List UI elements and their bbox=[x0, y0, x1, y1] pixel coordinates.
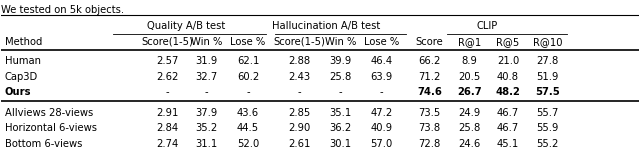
Text: Bottom 6-views: Bottom 6-views bbox=[4, 139, 82, 149]
Text: -: - bbox=[205, 87, 209, 97]
Text: We tested on 5k objects.: We tested on 5k objects. bbox=[1, 5, 125, 15]
Text: 45.1: 45.1 bbox=[497, 139, 519, 149]
Text: 32.7: 32.7 bbox=[195, 72, 218, 82]
Text: 48.2: 48.2 bbox=[495, 87, 520, 97]
Text: 26.7: 26.7 bbox=[458, 87, 482, 97]
Text: 2.90: 2.90 bbox=[289, 123, 311, 133]
Text: -: - bbox=[246, 87, 250, 97]
Text: 21.0: 21.0 bbox=[497, 56, 519, 66]
Text: Lose %: Lose % bbox=[230, 37, 266, 47]
Text: Lose %: Lose % bbox=[364, 37, 399, 47]
Text: 2.88: 2.88 bbox=[289, 56, 310, 66]
Text: Ours: Ours bbox=[4, 87, 31, 97]
Text: 51.9: 51.9 bbox=[536, 72, 559, 82]
Text: 73.5: 73.5 bbox=[419, 108, 441, 118]
Text: Allviews 28-views: Allviews 28-views bbox=[4, 108, 93, 118]
Text: 40.9: 40.9 bbox=[371, 123, 393, 133]
Text: 2.85: 2.85 bbox=[289, 108, 311, 118]
Text: 66.2: 66.2 bbox=[419, 56, 441, 66]
Text: Human: Human bbox=[4, 56, 40, 66]
Text: 46.7: 46.7 bbox=[497, 123, 519, 133]
Text: 36.2: 36.2 bbox=[329, 123, 351, 133]
Text: Cap3D: Cap3D bbox=[4, 72, 38, 82]
Text: Horizontal 6-views: Horizontal 6-views bbox=[4, 123, 97, 133]
Text: Hallucination A/B test: Hallucination A/B test bbox=[272, 21, 381, 31]
Text: 30.1: 30.1 bbox=[330, 139, 351, 149]
Text: 46.7: 46.7 bbox=[497, 108, 519, 118]
Text: 25.8: 25.8 bbox=[329, 72, 351, 82]
Text: Win %: Win % bbox=[191, 37, 222, 47]
Text: 43.6: 43.6 bbox=[237, 108, 259, 118]
Text: 55.7: 55.7 bbox=[536, 108, 559, 118]
Text: CLIP: CLIP bbox=[476, 21, 497, 31]
Text: -: - bbox=[298, 87, 301, 97]
Text: Score(1-5): Score(1-5) bbox=[141, 37, 193, 47]
Text: 2.43: 2.43 bbox=[289, 72, 310, 82]
Text: Score(1-5): Score(1-5) bbox=[274, 37, 326, 47]
Text: 46.4: 46.4 bbox=[371, 56, 393, 66]
Text: 2.57: 2.57 bbox=[156, 56, 179, 66]
Text: 73.8: 73.8 bbox=[419, 123, 441, 133]
Text: 72.8: 72.8 bbox=[419, 139, 441, 149]
Text: R@10: R@10 bbox=[532, 37, 562, 47]
Text: 31.9: 31.9 bbox=[195, 56, 218, 66]
Text: Quality A/B test: Quality A/B test bbox=[147, 21, 225, 31]
Text: 57.0: 57.0 bbox=[371, 139, 393, 149]
Text: 24.6: 24.6 bbox=[459, 139, 481, 149]
Text: 47.2: 47.2 bbox=[371, 108, 393, 118]
Text: Score: Score bbox=[416, 37, 444, 47]
Text: 27.8: 27.8 bbox=[536, 56, 559, 66]
Text: 24.9: 24.9 bbox=[459, 108, 481, 118]
Text: 8.9: 8.9 bbox=[462, 56, 477, 66]
Text: 71.2: 71.2 bbox=[419, 72, 441, 82]
Text: 2.62: 2.62 bbox=[156, 72, 179, 82]
Text: 62.1: 62.1 bbox=[237, 56, 259, 66]
Text: 31.1: 31.1 bbox=[195, 139, 218, 149]
Text: 2.61: 2.61 bbox=[289, 139, 311, 149]
Text: 57.5: 57.5 bbox=[535, 87, 560, 97]
Text: 63.9: 63.9 bbox=[371, 72, 393, 82]
Text: 44.5: 44.5 bbox=[237, 123, 259, 133]
Text: 2.84: 2.84 bbox=[156, 123, 178, 133]
Text: 40.8: 40.8 bbox=[497, 72, 519, 82]
Text: Win %: Win % bbox=[324, 37, 356, 47]
Text: R@1: R@1 bbox=[458, 37, 481, 47]
Text: -: - bbox=[165, 87, 169, 97]
Text: 25.8: 25.8 bbox=[459, 123, 481, 133]
Text: 55.2: 55.2 bbox=[536, 139, 559, 149]
Text: 37.9: 37.9 bbox=[195, 108, 218, 118]
Text: Method: Method bbox=[4, 37, 42, 47]
Text: -: - bbox=[380, 87, 383, 97]
Text: 20.5: 20.5 bbox=[459, 72, 481, 82]
Text: 35.2: 35.2 bbox=[195, 123, 218, 133]
Text: -: - bbox=[339, 87, 342, 97]
Text: 39.9: 39.9 bbox=[329, 56, 351, 66]
Text: 60.2: 60.2 bbox=[237, 72, 259, 82]
Text: 74.6: 74.6 bbox=[417, 87, 442, 97]
Text: 2.74: 2.74 bbox=[156, 139, 178, 149]
Text: 2.91: 2.91 bbox=[156, 108, 179, 118]
Text: 35.1: 35.1 bbox=[329, 108, 351, 118]
Text: 55.9: 55.9 bbox=[536, 123, 559, 133]
Text: 52.0: 52.0 bbox=[237, 139, 259, 149]
Text: R@5: R@5 bbox=[497, 37, 520, 47]
